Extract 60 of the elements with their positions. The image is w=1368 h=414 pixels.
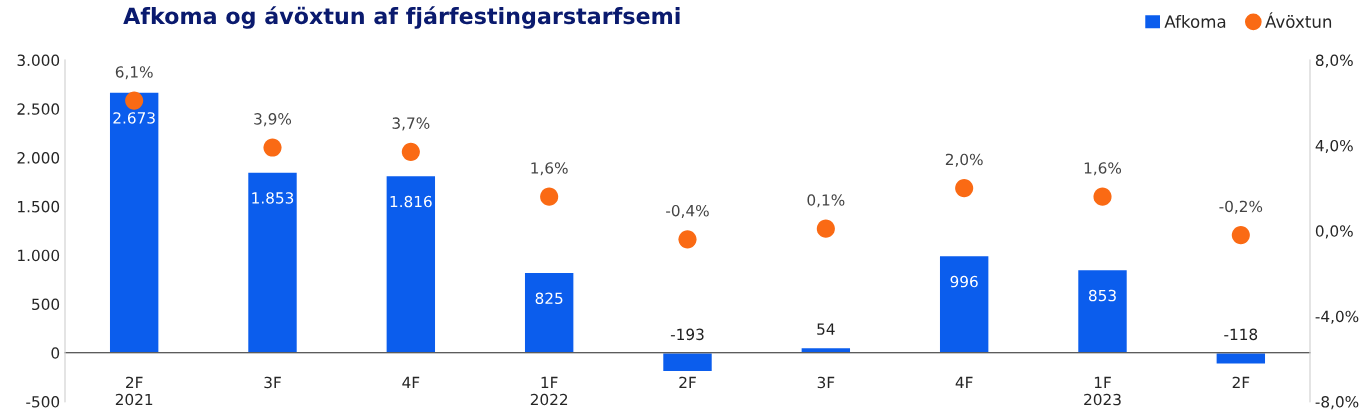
bar [523,271,575,354]
x-tick-label: 2F [1232,376,1250,389]
x-tick-label: 1F 2022 [530,376,568,406]
point [125,91,144,110]
point [955,179,974,198]
x-tick-label: 2F 2021 [115,376,153,406]
y2-tick-label: -4,0% [1315,310,1359,324]
data-label: -118 [1224,328,1258,341]
y2-tick-label: -8,0% [1315,396,1359,410]
point [1093,187,1112,206]
point [401,142,420,161]
data-label: 3,9% [254,113,292,127]
point [263,138,282,157]
bar [385,174,437,354]
bar [661,352,714,373]
y-tick-label: 1.500 [18,200,60,213]
legend-label: Ávöxtun [1265,12,1332,28]
x-tick-label: 2F [679,376,696,389]
bar [1215,352,1267,365]
data-label: 1,6% [531,162,568,176]
chart-title: Afkoma og ávöxtun af fjárfestingarstarfsemi [123,6,680,29]
data-label: 3,7% [392,117,430,131]
point [1231,226,1250,245]
y-tick-label: 0 [51,347,60,359]
x-tick-label: 4F [955,376,973,389]
data-label: 2,0% [945,153,983,167]
data-label: 54 [817,323,835,335]
bar [246,171,299,354]
y-tick-label: 500 [32,298,60,311]
x-tick-label: 3F [264,376,281,389]
data-label: 825 [535,292,563,305]
y2-tick-label: 8,0% [1315,54,1353,68]
y2-tick-label: 0,0% [1315,225,1353,239]
y-tick-label: -500 [26,396,60,408]
data-label: -0,4% [666,204,709,219]
point [816,219,835,238]
y2-tick-label: 4,0% [1315,139,1353,153]
y-tick-label: 2.000 [17,152,60,164]
y-tick-label: 2.500 [17,103,60,115]
point [540,187,559,206]
bar [108,91,160,354]
data-label: 1.816 [390,195,432,208]
data-label: 0,1% [807,194,845,208]
x-tick-label: 3F [817,376,835,389]
data-label: 996 [950,275,978,288]
bar [938,254,990,354]
legend-label: Afkoma [1164,15,1226,28]
data-label: -0,2% [1219,200,1263,214]
data-label: 1.853 [252,192,294,204]
data-label: 2.673 [113,112,155,124]
point [678,230,697,249]
data-label: 853 [1088,289,1116,302]
data-label: 1,6% [1084,162,1122,176]
y-tick-label: 3.000 [17,54,60,67]
data-label: 6,1% [115,66,153,80]
x-tick-label: 4F [402,376,420,389]
x-tick-label: 1F 2023 [1084,376,1121,406]
data-label: -193 [670,328,704,341]
y-tick-label: 1.000 [18,249,60,262]
bar [1076,268,1129,354]
